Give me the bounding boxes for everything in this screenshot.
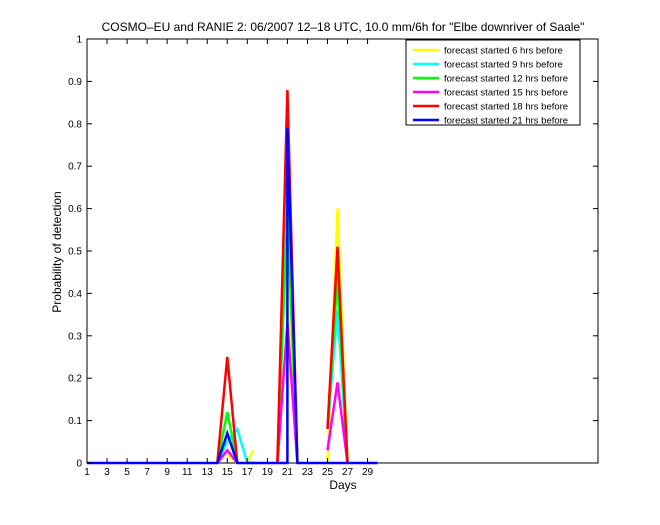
legend: forecast started 6 hrs before forecast st… [405, 39, 581, 127]
x-tick-label: 9 [164, 467, 170, 478]
series-layer [87, 89, 378, 465]
x-tick-label: 13 [202, 467, 214, 478]
y-tick-label: 0 [76, 459, 82, 470]
y-tick-label: 0.7 [68, 162, 82, 173]
y-tick-label: 0.6 [68, 204, 82, 215]
chart-title: COSMO–EU and RANIE 2: 06/2007 12–18 UTC,… [102, 20, 585, 34]
x-tick-label: 15 [222, 467, 234, 478]
x-tick-label: 17 [242, 467, 254, 478]
y-tick-label: 0.2 [68, 374, 82, 385]
legend-entry-5: forecast started 18 hrs before [444, 102, 568, 113]
y-tick-label: 0.1 [68, 416, 82, 427]
x-tick-label: 3 [104, 467, 110, 478]
y-tick-label: 1 [76, 35, 82, 46]
x-tick-label: 23 [302, 467, 314, 478]
legend-entry-4: forecast started 15 hrs before [444, 88, 568, 99]
x-tick-label: 1 [84, 467, 90, 478]
legend-entry-2: forecast started 9 hrs before [444, 60, 563, 71]
y-tick-label: 0.3 [68, 331, 82, 342]
x-axis-label: Days [329, 478, 356, 492]
y-tick-label: 0.9 [68, 77, 82, 88]
x-tick-label: 19 [262, 467, 274, 478]
series-line-6 [87, 127, 378, 465]
tick-layer: 1 3 5 7 9 11 13 15 17 19 21 23 25 27 2900.10.20.30.40.… [68, 35, 598, 478]
legend-box [405, 39, 581, 126]
legend-entry-1: forecast started 6 hrs before [444, 46, 563, 57]
y-tick-label: 0.4 [68, 289, 82, 300]
x-tick-label: 29 [362, 467, 374, 478]
x-tick-label: 27 [342, 467, 354, 478]
y-axis-label: Probability of detection [50, 191, 64, 312]
legend-entry-6: forecast started 21 hrs before [444, 116, 568, 127]
x-tick-label: 21 [282, 467, 294, 478]
x-tick-label: 7 [144, 467, 150, 478]
y-tick-label: 0.8 [68, 119, 82, 130]
x-tick-label: 11 [182, 467, 193, 478]
x-tick-label: 25 [322, 467, 334, 478]
legend-entry-3: forecast started 12 hrs before [444, 74, 568, 85]
x-tick-label: 5 [124, 467, 130, 478]
y-tick-label: 0.5 [68, 247, 82, 258]
